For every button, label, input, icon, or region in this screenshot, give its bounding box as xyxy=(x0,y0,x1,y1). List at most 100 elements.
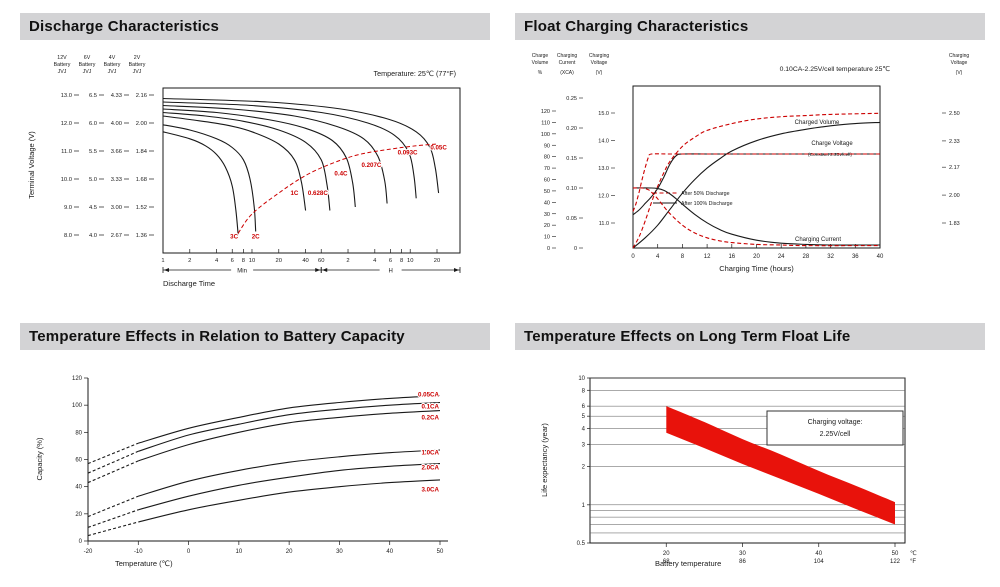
svg-text:0: 0 xyxy=(79,539,83,545)
svg-text:20: 20 xyxy=(753,254,760,260)
annotation-box xyxy=(766,410,904,446)
svg-text:8: 8 xyxy=(681,254,685,260)
svg-text:30: 30 xyxy=(336,549,343,555)
svg-text:11.0: 11.0 xyxy=(61,149,72,155)
svg-text:0.05: 0.05 xyxy=(566,216,577,222)
charge-voltage-after-100 xyxy=(632,153,880,216)
svg-text:40: 40 xyxy=(544,200,550,206)
curve-3.0CA xyxy=(138,479,441,523)
svg-text:2: 2 xyxy=(582,465,586,471)
x-axis-label: Discharge Time xyxy=(163,279,215,288)
life-expectancy-band xyxy=(666,406,895,525)
svg-text:6.0: 6.0 xyxy=(89,121,97,127)
curve-2C xyxy=(162,124,257,232)
svg-text:0: 0 xyxy=(631,254,635,260)
svg-text:Battery: Battery xyxy=(54,62,71,68)
svg-text:%: % xyxy=(538,70,543,76)
svg-text:JVJ: JVJ xyxy=(83,69,92,75)
svg-text:100: 100 xyxy=(541,132,550,138)
svg-text:40: 40 xyxy=(877,254,884,260)
svg-text:2: 2 xyxy=(188,258,191,264)
svg-text:24: 24 xyxy=(778,254,785,260)
svg-text:12: 12 xyxy=(704,254,711,260)
curve-2.0CA xyxy=(138,463,441,511)
svg-text:5: 5 xyxy=(582,414,586,420)
y-axis-label: Capacity (%) xyxy=(35,437,44,480)
svg-text:60: 60 xyxy=(318,258,324,264)
svg-text:12.0: 12.0 xyxy=(598,194,609,200)
svg-text:20: 20 xyxy=(75,512,82,518)
curve-0.4C xyxy=(162,108,356,208)
charged-volume-after-100 xyxy=(632,121,881,249)
svg-text:Voltage: Voltage xyxy=(951,60,968,66)
svg-text:6: 6 xyxy=(389,258,392,264)
svg-text:0.15: 0.15 xyxy=(566,156,577,162)
section-title-bar-float-charging: Float Charging Characteristics xyxy=(515,13,985,40)
svg-text:20: 20 xyxy=(276,258,282,264)
svg-text:°F: °F xyxy=(910,559,916,565)
svg-text:2.33: 2.33 xyxy=(949,139,960,145)
curve-1.0CA xyxy=(138,449,441,497)
curve-label-0.2CA: 0.2CA xyxy=(421,414,439,421)
svg-text:40: 40 xyxy=(302,258,308,264)
svg-text:1.83: 1.83 xyxy=(949,221,960,227)
svg-text:30: 30 xyxy=(739,551,746,557)
y-axis-label: Life expectancy (year) xyxy=(540,423,549,497)
svg-text:Charging: Charging xyxy=(949,53,970,59)
charge-voltage-after-50 xyxy=(632,153,880,212)
svg-text:86: 86 xyxy=(739,559,746,565)
svg-text:3.66: 3.66 xyxy=(111,149,122,155)
curve-label: Charge Voltage xyxy=(811,141,853,147)
svg-text:4: 4 xyxy=(373,258,377,264)
svg-text:3: 3 xyxy=(582,442,586,448)
curve-label-2.0CA: 2.0CA xyxy=(421,465,439,472)
svg-text:0: 0 xyxy=(547,246,550,252)
svg-text:2: 2 xyxy=(346,258,349,264)
svg-text:10: 10 xyxy=(407,258,413,264)
svg-text:10: 10 xyxy=(236,549,243,555)
charging-condition-note: 0.10CA-2.25V/cell temperature 25℃ xyxy=(780,66,891,73)
svg-text:122: 122 xyxy=(890,559,901,565)
float-charging-chart: ChargeVolume%120110100908070605040302010… xyxy=(532,53,970,273)
svg-text:5.5: 5.5 xyxy=(89,149,97,155)
annotation-line-2: 2.25V/cell xyxy=(820,431,851,438)
svg-text:4.5: 4.5 xyxy=(89,205,97,211)
svg-text:80: 80 xyxy=(544,155,550,161)
svg-text:Battery: Battery xyxy=(104,62,121,68)
svg-text:6: 6 xyxy=(582,404,586,410)
svg-text:20: 20 xyxy=(544,223,550,229)
svg-text:Battery: Battery xyxy=(129,62,146,68)
curve-0.628C xyxy=(162,111,331,211)
curve-0.2CA-extrapolated xyxy=(87,460,139,484)
panel-temp-capacity: Temperature Effects in Relation to Batte… xyxy=(20,323,490,578)
svg-text:9.0: 9.0 xyxy=(64,205,72,211)
svg-text:28: 28 xyxy=(803,254,810,260)
svg-text:Min: Min xyxy=(237,269,247,275)
x-axis-label: Temperature (℃) xyxy=(115,559,173,568)
section-title-temp-capacity: Temperature Effects in Relation to Batte… xyxy=(29,328,405,345)
svg-text:3.33: 3.33 xyxy=(111,177,122,183)
svg-text:10: 10 xyxy=(544,235,550,241)
svg-text:3.00: 3.00 xyxy=(111,205,122,211)
svg-text:120: 120 xyxy=(541,109,550,115)
charged-volume-after-50 xyxy=(632,112,881,249)
svg-text:10: 10 xyxy=(578,376,585,382)
svg-text:Voltage: Voltage xyxy=(591,60,608,66)
svg-text:8: 8 xyxy=(242,258,245,264)
svg-text:4.33: 4.33 xyxy=(111,93,122,99)
svg-text:11.0: 11.0 xyxy=(599,221,609,227)
svg-text:104: 104 xyxy=(814,559,825,565)
curve-label-2C: 2C xyxy=(252,234,260,241)
curve-0.1CA-extrapolated xyxy=(87,450,139,474)
svg-text:13.0: 13.0 xyxy=(61,93,72,99)
svg-text:20: 20 xyxy=(434,258,440,264)
svg-text:60: 60 xyxy=(75,458,82,464)
svg-text:36: 36 xyxy=(852,254,859,260)
curve-label-3.0CA: 3.0CA xyxy=(421,486,439,493)
svg-text:(V): (V) xyxy=(596,70,603,76)
svg-text:70: 70 xyxy=(544,166,550,172)
svg-text:4: 4 xyxy=(215,258,219,264)
curve-label-0.207C: 0.207C xyxy=(361,162,381,169)
svg-text:4: 4 xyxy=(582,426,586,432)
svg-text:Current: Current xyxy=(559,60,576,66)
